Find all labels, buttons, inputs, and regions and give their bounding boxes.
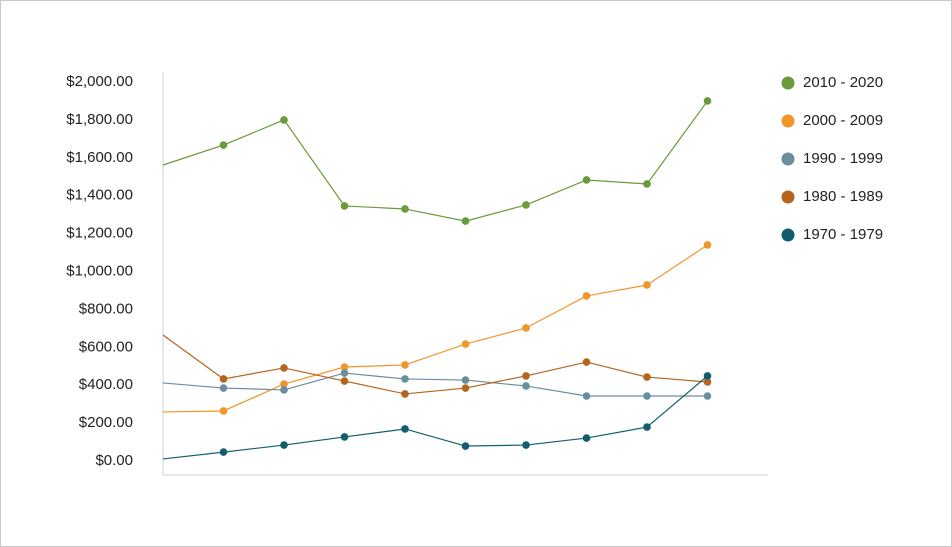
y-tick-label: $2,000.00 — [66, 73, 133, 90]
legend-label: 2000 - 2009 — [803, 112, 883, 129]
series-line — [162, 244, 708, 413]
legend-swatch — [781, 190, 795, 204]
series-line — [162, 372, 708, 397]
series-line — [162, 334, 708, 395]
point — [219, 407, 228, 415]
legend-swatch — [781, 152, 795, 166]
point — [461, 442, 470, 450]
point — [280, 386, 288, 394]
point — [582, 358, 591, 366]
y-tick-label: $1,000.00 — [66, 262, 133, 279]
point — [401, 205, 409, 213]
point — [340, 369, 349, 377]
point — [582, 392, 591, 400]
point — [582, 176, 591, 184]
series-line — [162, 100, 708, 222]
point — [522, 201, 530, 209]
point — [219, 448, 228, 456]
point — [219, 141, 228, 149]
point — [340, 202, 349, 210]
point — [401, 375, 409, 383]
point — [401, 390, 409, 398]
point — [401, 361, 409, 369]
point — [280, 116, 288, 124]
point — [280, 441, 288, 449]
legend-label: 2010 - 2020 — [803, 74, 883, 91]
y-tick-label: $400.00 — [79, 376, 133, 393]
point — [461, 384, 470, 392]
point — [703, 378, 712, 386]
point — [219, 384, 228, 392]
point — [340, 363, 349, 371]
point — [643, 423, 651, 431]
y-tick-label: $0.00 — [95, 452, 133, 469]
legend-swatch — [781, 228, 795, 242]
point — [522, 372, 530, 380]
point — [280, 364, 288, 372]
point — [643, 373, 651, 381]
point — [219, 375, 228, 383]
point — [643, 180, 651, 188]
point — [522, 324, 530, 332]
point — [461, 340, 470, 348]
point — [703, 97, 712, 105]
y-tick-label: $1,400.00 — [66, 187, 133, 204]
y-tick-label: $1,800.00 — [66, 111, 133, 128]
point — [522, 382, 530, 390]
point — [643, 281, 651, 289]
y-tick-label: $800.00 — [79, 300, 133, 317]
legend-swatch — [781, 114, 795, 128]
point — [340, 433, 349, 441]
point — [401, 425, 409, 433]
legend-swatch — [781, 76, 795, 90]
point — [522, 441, 530, 449]
point — [340, 377, 349, 385]
y-tick-label: $1,600.00 — [66, 149, 133, 166]
point — [643, 392, 651, 400]
point — [703, 392, 712, 400]
point — [582, 434, 591, 442]
legend-label: 1990 - 1999 — [803, 150, 883, 167]
y-tick-label: $1,200.00 — [66, 225, 133, 242]
series-line — [162, 375, 708, 460]
point — [280, 380, 288, 388]
point — [703, 241, 712, 249]
point — [582, 292, 591, 300]
y-tick-label: $200.00 — [79, 414, 133, 431]
point — [461, 376, 470, 384]
point — [703, 372, 712, 380]
point — [461, 217, 470, 225]
y-tick-label: $600.00 — [79, 338, 133, 355]
legend-label: 1970 - 1979 — [803, 226, 883, 243]
legend-label: 1980 - 1989 — [803, 188, 883, 205]
